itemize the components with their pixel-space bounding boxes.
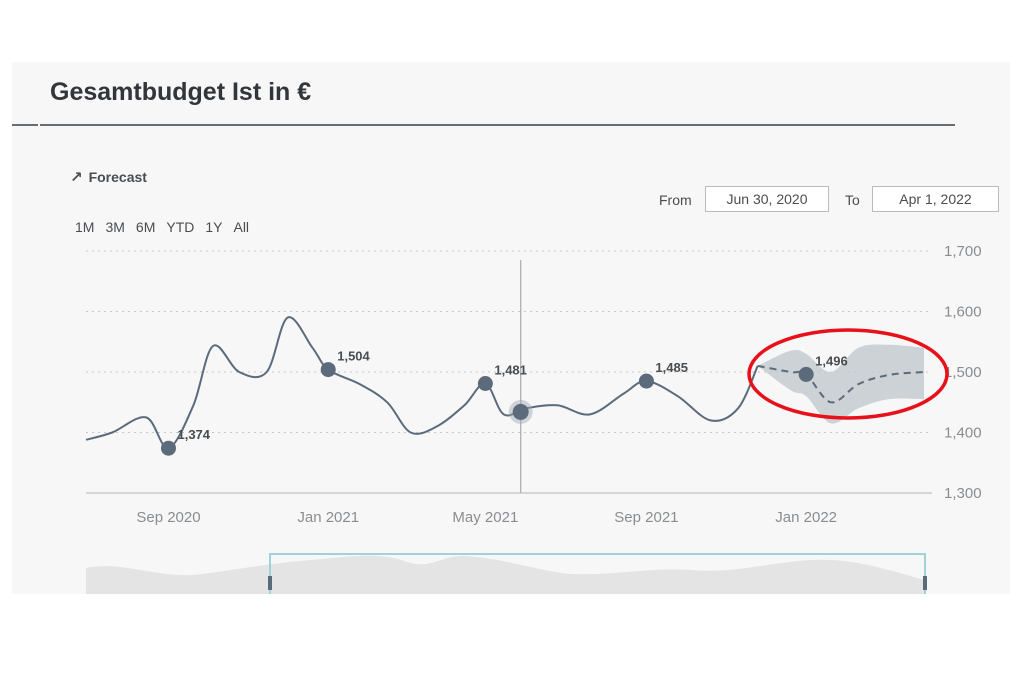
data-point xyxy=(798,366,814,382)
from-date-input[interactable]: Jun 30, 2020 xyxy=(705,186,829,212)
forecast-band xyxy=(757,344,924,424)
range-all-button[interactable]: All xyxy=(233,219,250,235)
navigator-left-handle xyxy=(268,576,272,590)
x-tick-label: Sep 2020 xyxy=(136,509,200,526)
y-tick-label: 1,400 xyxy=(944,425,982,442)
data-label: 1,374 xyxy=(177,427,210,442)
data-label: 1,496 xyxy=(815,353,848,368)
from-label: From xyxy=(659,192,692,208)
title-divider-gap xyxy=(38,124,40,126)
data-point xyxy=(638,373,654,389)
x-tick-label: Jan 2021 xyxy=(297,509,359,526)
range-1y-button[interactable]: 1Y xyxy=(205,219,223,235)
forecast-label: Forecast xyxy=(88,169,147,185)
to-date-input[interactable]: Apr 1, 2022 xyxy=(872,186,999,212)
data-label: 1,504 xyxy=(337,349,370,364)
data-point xyxy=(160,440,176,456)
range-6m-button[interactable]: 6M xyxy=(135,219,156,235)
highlight-circle xyxy=(747,328,949,420)
data-point xyxy=(477,375,493,391)
navigator-right-handle xyxy=(923,576,927,590)
y-tick-label: 1,300 xyxy=(944,485,982,502)
chart-title: Gesamtbudget Ist in € xyxy=(50,78,312,106)
x-tick-label: Sep 2021 xyxy=(614,509,678,526)
y-tick-label: 1,600 xyxy=(944,304,982,321)
range-1m-button[interactable]: 1M xyxy=(75,219,95,235)
range-ytd-button[interactable]: YTD xyxy=(166,219,195,235)
x-tick-label: Jan 2022 xyxy=(775,509,837,526)
y-tick-label: 1,700 xyxy=(944,243,982,260)
line-chart: 1,700 1,600 1,500 1,400 1,300 Sep 2020 Jan 202… xyxy=(85,243,982,594)
range-navigator xyxy=(86,553,927,594)
data-label: 1,485 xyxy=(655,360,688,375)
forecast-series-line xyxy=(757,364,925,404)
navigator-area xyxy=(86,555,924,594)
title-divider xyxy=(12,124,955,126)
data-point xyxy=(320,362,336,378)
range-selector: 1M 3M 6M YTD 1Y All xyxy=(75,219,249,235)
data-label: 1,481 xyxy=(494,362,527,377)
y-tick-label: 1,500 xyxy=(944,364,982,381)
to-label: To xyxy=(845,192,860,208)
x-tick-label: May 2021 xyxy=(452,509,518,526)
hover-marker xyxy=(512,403,529,420)
arrow-up-right-icon: ↗ xyxy=(70,169,83,186)
chart-card: Gesamtbudget Ist in € ↗ Forecast 1M 3M 6… xyxy=(12,62,1010,594)
range-3m-button[interactable]: 3M xyxy=(105,219,125,235)
forecast-link[interactable]: ↗ Forecast xyxy=(70,168,147,186)
